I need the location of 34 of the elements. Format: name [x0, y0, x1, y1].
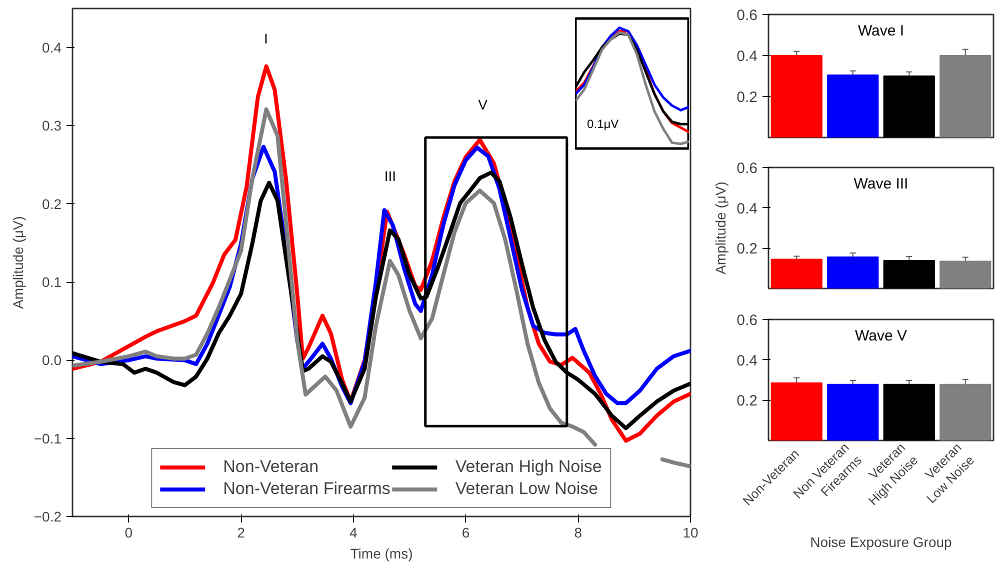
y-tick-label: 0.6: [736, 160, 758, 177]
y-tick-label: 0.4: [736, 352, 758, 370]
x-tick-label: 0: [124, 524, 133, 540]
y-tick-label: 0.2: [736, 89, 758, 106]
y-tick-label: 0.0: [42, 352, 62, 368]
x-tick-label: 6: [462, 524, 470, 540]
y-tick-label: 0.4: [42, 40, 62, 56]
annotation: V: [478, 96, 488, 113]
text: Wave III: [854, 176, 908, 192]
x-tick-label: 10: [682, 524, 698, 540]
annotation: III: [384, 168, 396, 184]
y-tick-label: 0.2: [42, 196, 62, 212]
y-tick-label: 0.3: [42, 118, 62, 134]
text: Wave I: [858, 22, 904, 40]
x-tick-label: 2: [237, 524, 246, 540]
x-tick-label: 8: [574, 524, 582, 540]
x-tick-label: 4: [350, 524, 358, 540]
y-axis-title: Amplitude (μV): [712, 182, 729, 274]
y-tick-label: 0.6: [736, 7, 758, 24]
y-tick-label: 0.4: [736, 200, 758, 218]
y-axis-title: Amplitude (μV): [10, 216, 26, 309]
y-tick-label: 0.2: [736, 240, 758, 258]
annotation: I: [264, 30, 268, 47]
y-tick-label: −0.2: [34, 508, 62, 524]
y-tick-label: 0.1: [42, 274, 62, 290]
y-tick-label: 0.2: [736, 392, 758, 410]
x-axis-title: Noise Exposure Group: [810, 534, 952, 550]
x-axis-title: Time (ms): [350, 546, 413, 562]
y-tick-label: 0.4: [736, 48, 758, 65]
y-tick-label: 0.6: [736, 312, 758, 329]
y-tick-label: −0.1: [34, 430, 62, 446]
legend-label: Non-Veteran Firearms: [223, 479, 390, 499]
annotation: 0.1μV: [587, 117, 619, 132]
text: Wave V: [855, 328, 907, 344]
